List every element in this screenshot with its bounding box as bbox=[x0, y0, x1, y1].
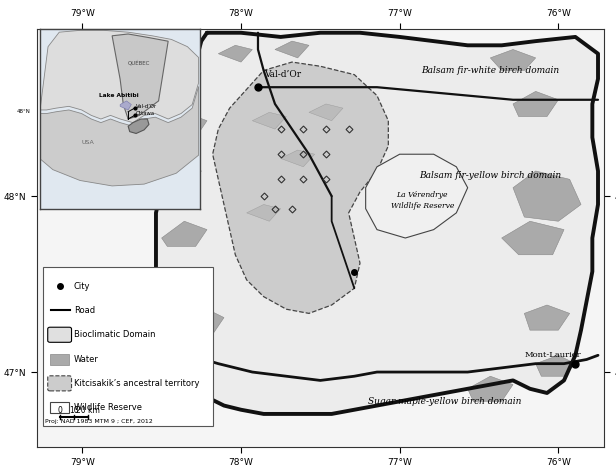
Text: Proj: NAD 1983 MTM 9 ; CEF, 2012: Proj: NAD 1983 MTM 9 ; CEF, 2012 bbox=[46, 419, 153, 424]
Polygon shape bbox=[40, 87, 198, 186]
Polygon shape bbox=[40, 30, 198, 123]
Text: QUÉBEC: QUÉBEC bbox=[128, 60, 150, 66]
Polygon shape bbox=[112, 34, 168, 119]
Polygon shape bbox=[281, 150, 315, 167]
Polygon shape bbox=[161, 221, 207, 247]
Text: Kitcisakik’s ancestral territory: Kitcisakik’s ancestral territory bbox=[74, 379, 200, 388]
Bar bbox=[50, 402, 69, 413]
Text: Road: Road bbox=[74, 306, 95, 315]
Polygon shape bbox=[184, 309, 224, 334]
Polygon shape bbox=[246, 205, 281, 221]
Polygon shape bbox=[524, 305, 570, 330]
Polygon shape bbox=[275, 41, 309, 58]
Text: Balsam fir-yellow birch domain: Balsam fir-yellow birch domain bbox=[419, 171, 561, 179]
FancyBboxPatch shape bbox=[47, 376, 71, 391]
Text: USA: USA bbox=[82, 140, 94, 145]
Polygon shape bbox=[120, 101, 131, 110]
Polygon shape bbox=[128, 119, 149, 133]
Bar bbox=[43, 268, 213, 426]
Polygon shape bbox=[513, 171, 581, 221]
Polygon shape bbox=[161, 112, 207, 138]
Text: La Vérendrye
Wildlife Reserve: La Vérendrye Wildlife Reserve bbox=[391, 191, 454, 209]
Text: Balsam fir-white birch domain: Balsam fir-white birch domain bbox=[421, 66, 559, 75]
Text: Ottawa: Ottawa bbox=[136, 111, 155, 117]
Polygon shape bbox=[253, 112, 286, 129]
Polygon shape bbox=[468, 376, 513, 401]
Polygon shape bbox=[490, 50, 536, 70]
FancyBboxPatch shape bbox=[47, 327, 71, 342]
Text: Sugar maple-yellow birch domain: Sugar maple-yellow birch domain bbox=[368, 397, 522, 406]
Polygon shape bbox=[501, 221, 564, 255]
Text: Val-d’Or: Val-d’Or bbox=[264, 70, 301, 79]
Polygon shape bbox=[366, 154, 468, 238]
Text: Wildlife Reserve: Wildlife Reserve bbox=[74, 403, 142, 412]
Text: 10: 10 bbox=[69, 406, 79, 415]
Text: City: City bbox=[74, 282, 91, 291]
Polygon shape bbox=[213, 62, 388, 313]
Text: 48°N: 48°N bbox=[17, 109, 30, 114]
Text: 20 km: 20 km bbox=[76, 406, 100, 415]
Text: Bioclimatic Domain: Bioclimatic Domain bbox=[74, 330, 155, 339]
Text: Water: Water bbox=[74, 355, 99, 364]
Polygon shape bbox=[536, 355, 575, 376]
Polygon shape bbox=[218, 45, 253, 62]
Text: Mont-Laurier: Mont-Laurier bbox=[524, 351, 581, 359]
Text: Lake Abitibi: Lake Abitibi bbox=[99, 93, 139, 99]
Text: 0: 0 bbox=[57, 406, 62, 415]
Polygon shape bbox=[156, 163, 201, 188]
Text: Val-d’Or: Val-d’Or bbox=[136, 104, 157, 109]
Polygon shape bbox=[309, 104, 343, 121]
Polygon shape bbox=[156, 33, 598, 414]
Bar bbox=[50, 354, 69, 365]
Polygon shape bbox=[513, 91, 558, 117]
